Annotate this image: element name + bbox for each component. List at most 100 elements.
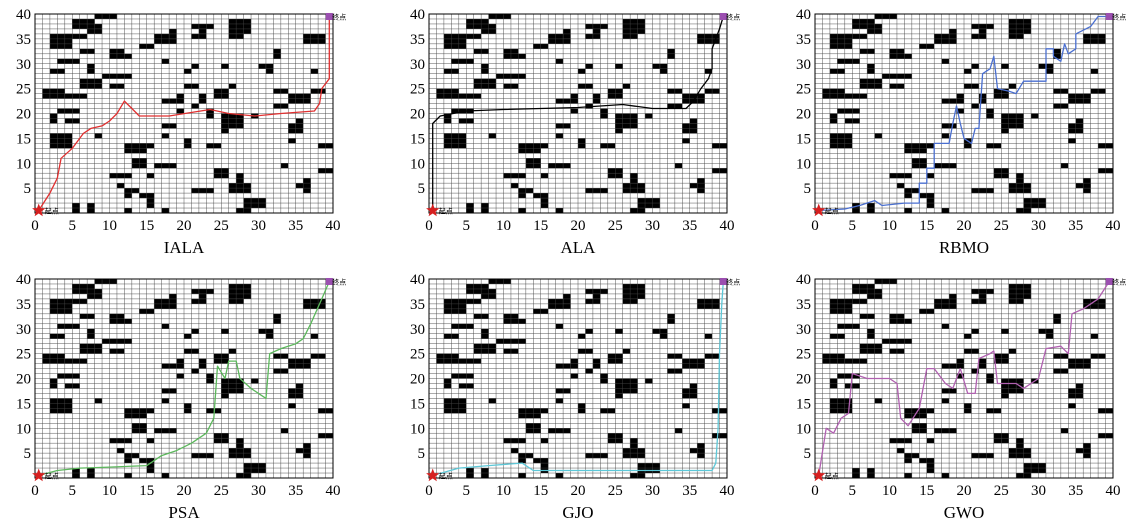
obstacle-cell: [889, 173, 912, 179]
obstacle-cell: [154, 163, 177, 169]
y-tick-label: 25: [16, 82, 31, 98]
obstacle-cell: [674, 428, 683, 434]
obstacle-cell: [57, 323, 80, 329]
obstacle-cell: [1068, 138, 1076, 144]
obstacle-cell: [585, 63, 593, 69]
obstacle-cell: [221, 393, 229, 399]
y-tick-label: 20: [16, 372, 31, 388]
obstacle-cell: [49, 133, 73, 149]
obstacle-cell: [1083, 358, 1091, 364]
x-tick-label: 20: [571, 483, 586, 499]
obstacle-cell: [555, 208, 564, 213]
goal-square-icon: [325, 12, 333, 20]
obstacle-cell: [191, 453, 214, 459]
path-line: [432, 281, 724, 477]
y-tick-label: 20: [796, 107, 811, 123]
x-tick-label: 30: [645, 483, 660, 499]
obstacle-cell: [859, 78, 883, 84]
obstacle-cell: [57, 108, 80, 114]
obstacle-cell: [844, 93, 868, 99]
obstacle-cell: [1038, 63, 1046, 69]
obstacle-cell: [993, 173, 1002, 179]
obstacle-cell: [964, 68, 972, 74]
panel-iala: 起点 终点 0 5 10 15 20 25 30 35 40 5 10 15 20 25 30 35 40 IALA: [16, 7, 346, 257]
obstacle-cell: [622, 283, 646, 299]
start-label: 起点: [825, 473, 839, 481]
obstacle-cell: [555, 473, 564, 478]
goal-square-icon: [1105, 12, 1113, 20]
obstacle-cell: [1090, 333, 1099, 339]
x-tick-label: 20: [177, 218, 192, 234]
obstacle-cell: [49, 398, 73, 414]
x-tick-label: 35: [288, 483, 303, 499]
x-tick-label: 40: [1106, 218, 1121, 234]
goal-label: 终点: [726, 277, 740, 286]
x-tick-label: 30: [1031, 483, 1046, 499]
y-tick-label: 30: [796, 57, 811, 73]
y-tick-label: 30: [16, 57, 31, 73]
obstacle-cell: [615, 328, 623, 334]
obstacle-cell: [859, 83, 883, 89]
start-star-icon: [812, 468, 826, 482]
obstacle-cell: [555, 58, 564, 64]
obstacle-cell: [615, 128, 623, 134]
obstacle-cell: [540, 438, 549, 444]
obstacle-cell: [926, 438, 935, 444]
obstacle-cell: [555, 398, 564, 404]
goal-square-icon: [719, 12, 727, 20]
obstacle-cell: [191, 33, 199, 39]
obstacle-cell: [585, 288, 608, 294]
obstacle-cell: [228, 83, 237, 89]
obstacle-cell: [1075, 118, 1084, 124]
x-tick-label: 20: [571, 218, 586, 234]
y-tick-label: 20: [410, 107, 425, 123]
obstacle-cell: [124, 473, 132, 478]
obstacle-cell: [116, 183, 125, 189]
obstacle-cell: [1060, 163, 1069, 169]
obstacle-cell: [844, 358, 868, 364]
x-tick-label: 25: [608, 483, 623, 499]
obstacle-cell: [525, 188, 534, 194]
obstacle-cell: [622, 348, 631, 354]
x-tick-label: 5: [463, 483, 471, 499]
y-tick-label: 5: [24, 181, 32, 197]
x-tick-label: 0: [811, 483, 819, 499]
obstacle-cell: [837, 373, 860, 379]
x-tick-label: 10: [102, 218, 117, 234]
y-tick-label: 40: [16, 272, 31, 288]
obstacle-cell: [1083, 453, 1091, 459]
obstacle-cell: [503, 173, 526, 179]
obstacle-cell: [303, 453, 311, 459]
x-tick-label: 5: [69, 218, 77, 234]
x-tick-label: 40: [326, 483, 341, 499]
obstacle-cell: [109, 438, 132, 444]
x-tick-label: 30: [1031, 218, 1046, 234]
path-line: [818, 281, 1110, 476]
obstacle-cell: [837, 323, 860, 329]
plot-frame: [814, 13, 1114, 214]
y-tick-label: 40: [16, 7, 31, 23]
obstacle-cell: [941, 473, 950, 478]
obstacle-cell: [458, 358, 482, 364]
panel-psa: 起点 终点 0 5 10 15 20 25 30 35 40 5 10 15 20 25 30 35 40 PSA: [16, 272, 346, 522]
obstacle-cell: [592, 28, 601, 34]
obstacle-cell: [1001, 113, 1024, 129]
panel-title: ALA: [561, 238, 597, 257]
obstacle-cell: [310, 68, 319, 74]
obstacle-cell: [1001, 378, 1024, 394]
obstacle-cell: [941, 58, 950, 64]
obstacle-cell: [146, 438, 155, 444]
obstacle-cell: [116, 448, 125, 454]
obstacle-cell: [859, 348, 883, 354]
obstacle-cell: [488, 279, 511, 284]
plot-frame: [428, 278, 728, 479]
obstacle-cell: [548, 428, 571, 434]
y-tick-label: 10: [796, 421, 811, 437]
y-tick-label: 10: [16, 421, 31, 437]
x-tick-label: 10: [882, 483, 897, 499]
obstacle-cell: [548, 163, 571, 169]
obstacle-cell: [518, 208, 526, 213]
x-tick-label: 20: [177, 483, 192, 499]
obstacle-cell: [1083, 93, 1091, 99]
obstacle-cell: [540, 193, 549, 199]
